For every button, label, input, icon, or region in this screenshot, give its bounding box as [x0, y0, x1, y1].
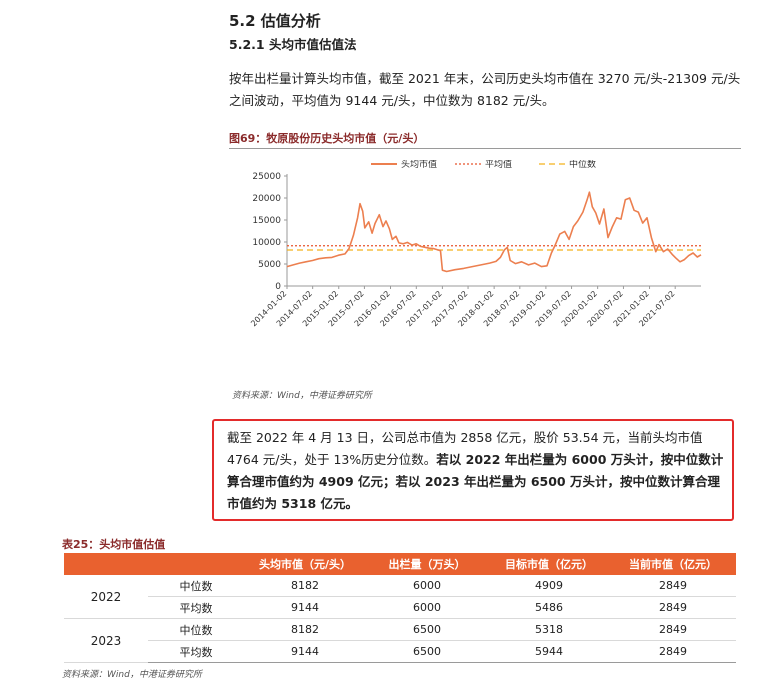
highlight-text: 截至 2022 年 4 月 13 日，公司总市值为 2858 亿元，股价 53.… — [227, 427, 727, 515]
per-head-cell: 8182 — [244, 575, 366, 597]
highlight-plain: 截至 2022 年 4 月 13 日，公司总市值为 2858 亿元，股价 53.… — [227, 430, 703, 467]
method-cell: 中位数 — [148, 618, 244, 641]
output-cell: 6000 — [366, 575, 488, 597]
header-per-head: 头均市值（元/头） — [244, 553, 366, 575]
y-tick-label: 10000 — [252, 238, 281, 248]
per-head-value-line — [286, 191, 702, 273]
target-cell: 5318 — [488, 618, 610, 641]
y-tick-label: 5000 — [258, 260, 281, 270]
legend-median-label: 中位数 — [569, 160, 596, 170]
figure-title: 图69：牧原股份历史头均市值（元/头） — [229, 132, 425, 145]
output-cell: 6000 — [366, 596, 488, 619]
intro-paragraph: 按年出栏量计算头均市值，截至 2021 年末，公司历史头均市值在 3270 元/… — [229, 71, 741, 108]
section-subtitle: 5.2.1 头均市值估值法 — [229, 37, 357, 52]
legend-per-head-label: 头均市值 — [401, 160, 437, 170]
table-row: 平均数 9144 6500 5944 2849 — [64, 640, 736, 663]
header-current: 当前市值（亿元） — [610, 553, 736, 575]
y-tick-label: 15000 — [252, 216, 281, 226]
figure-divider — [229, 148, 741, 149]
section-title: 5.2 估值分析 — [229, 12, 321, 30]
method-cell: 中位数 — [148, 575, 244, 597]
method-cell: 平均数 — [148, 640, 244, 663]
table-row: 2023 中位数 8182 6500 5318 2849 — [64, 618, 736, 663]
current-cell: 2849 — [610, 575, 736, 597]
year-cell: 2022 — [64, 575, 148, 619]
header-method — [148, 553, 244, 575]
current-cell: 2849 — [610, 640, 736, 663]
highlight-box — [212, 419, 734, 521]
table-header-row: 头均市值（元/头） 出栏量（万头） 目标市值（亿元） 当前市值（亿元） — [64, 553, 736, 575]
output-cell: 6500 — [366, 640, 488, 663]
y-tick-label: 25000 — [252, 172, 281, 182]
header-target: 目标市值（亿元） — [488, 553, 610, 575]
year-cell: 2023 — [64, 618, 148, 663]
per-head-cell: 8182 — [244, 618, 366, 641]
target-cell: 4909 — [488, 575, 610, 597]
per-head-cell: 9144 — [244, 640, 366, 663]
header-year — [64, 553, 148, 575]
target-cell: 5944 — [488, 640, 610, 663]
table-source: 资料来源：Wind，中港证券研究所 — [62, 670, 202, 680]
table-title: 表25：头均市值估值 — [62, 538, 166, 551]
y-tick-label: 20000 — [252, 194, 281, 204]
valuation-table: 头均市值（元/头） 出栏量（万头） 目标市值（亿元） 当前市值（亿元） 2022… — [64, 553, 736, 663]
method-cell: 平均数 — [148, 596, 244, 619]
current-cell: 2849 — [610, 596, 736, 619]
table-row: 平均数 9144 6000 5486 2849 — [64, 596, 736, 619]
header-output: 出栏量（万头） — [366, 553, 488, 575]
legend-average-label: 平均值 — [485, 160, 512, 170]
output-cell: 6500 — [366, 618, 488, 641]
target-cell: 5486 — [488, 596, 610, 619]
highlight-bold: 若以 2022 年出栏量为 6000 万头计，按中位数计算合理市值约为 4909… — [227, 452, 724, 511]
per-head-cell: 9144 — [244, 596, 366, 619]
current-cell: 2849 — [610, 618, 736, 641]
y-tick-label: 0 — [275, 282, 281, 292]
figure-source: 资料来源：Wind，中港证券研究所 — [232, 391, 372, 401]
table-row: 2022 中位数 8182 6000 4909 2849 — [64, 575, 736, 619]
market-value-chart: 05000100001500020000250002014-01-022014-… — [249, 160, 702, 328]
